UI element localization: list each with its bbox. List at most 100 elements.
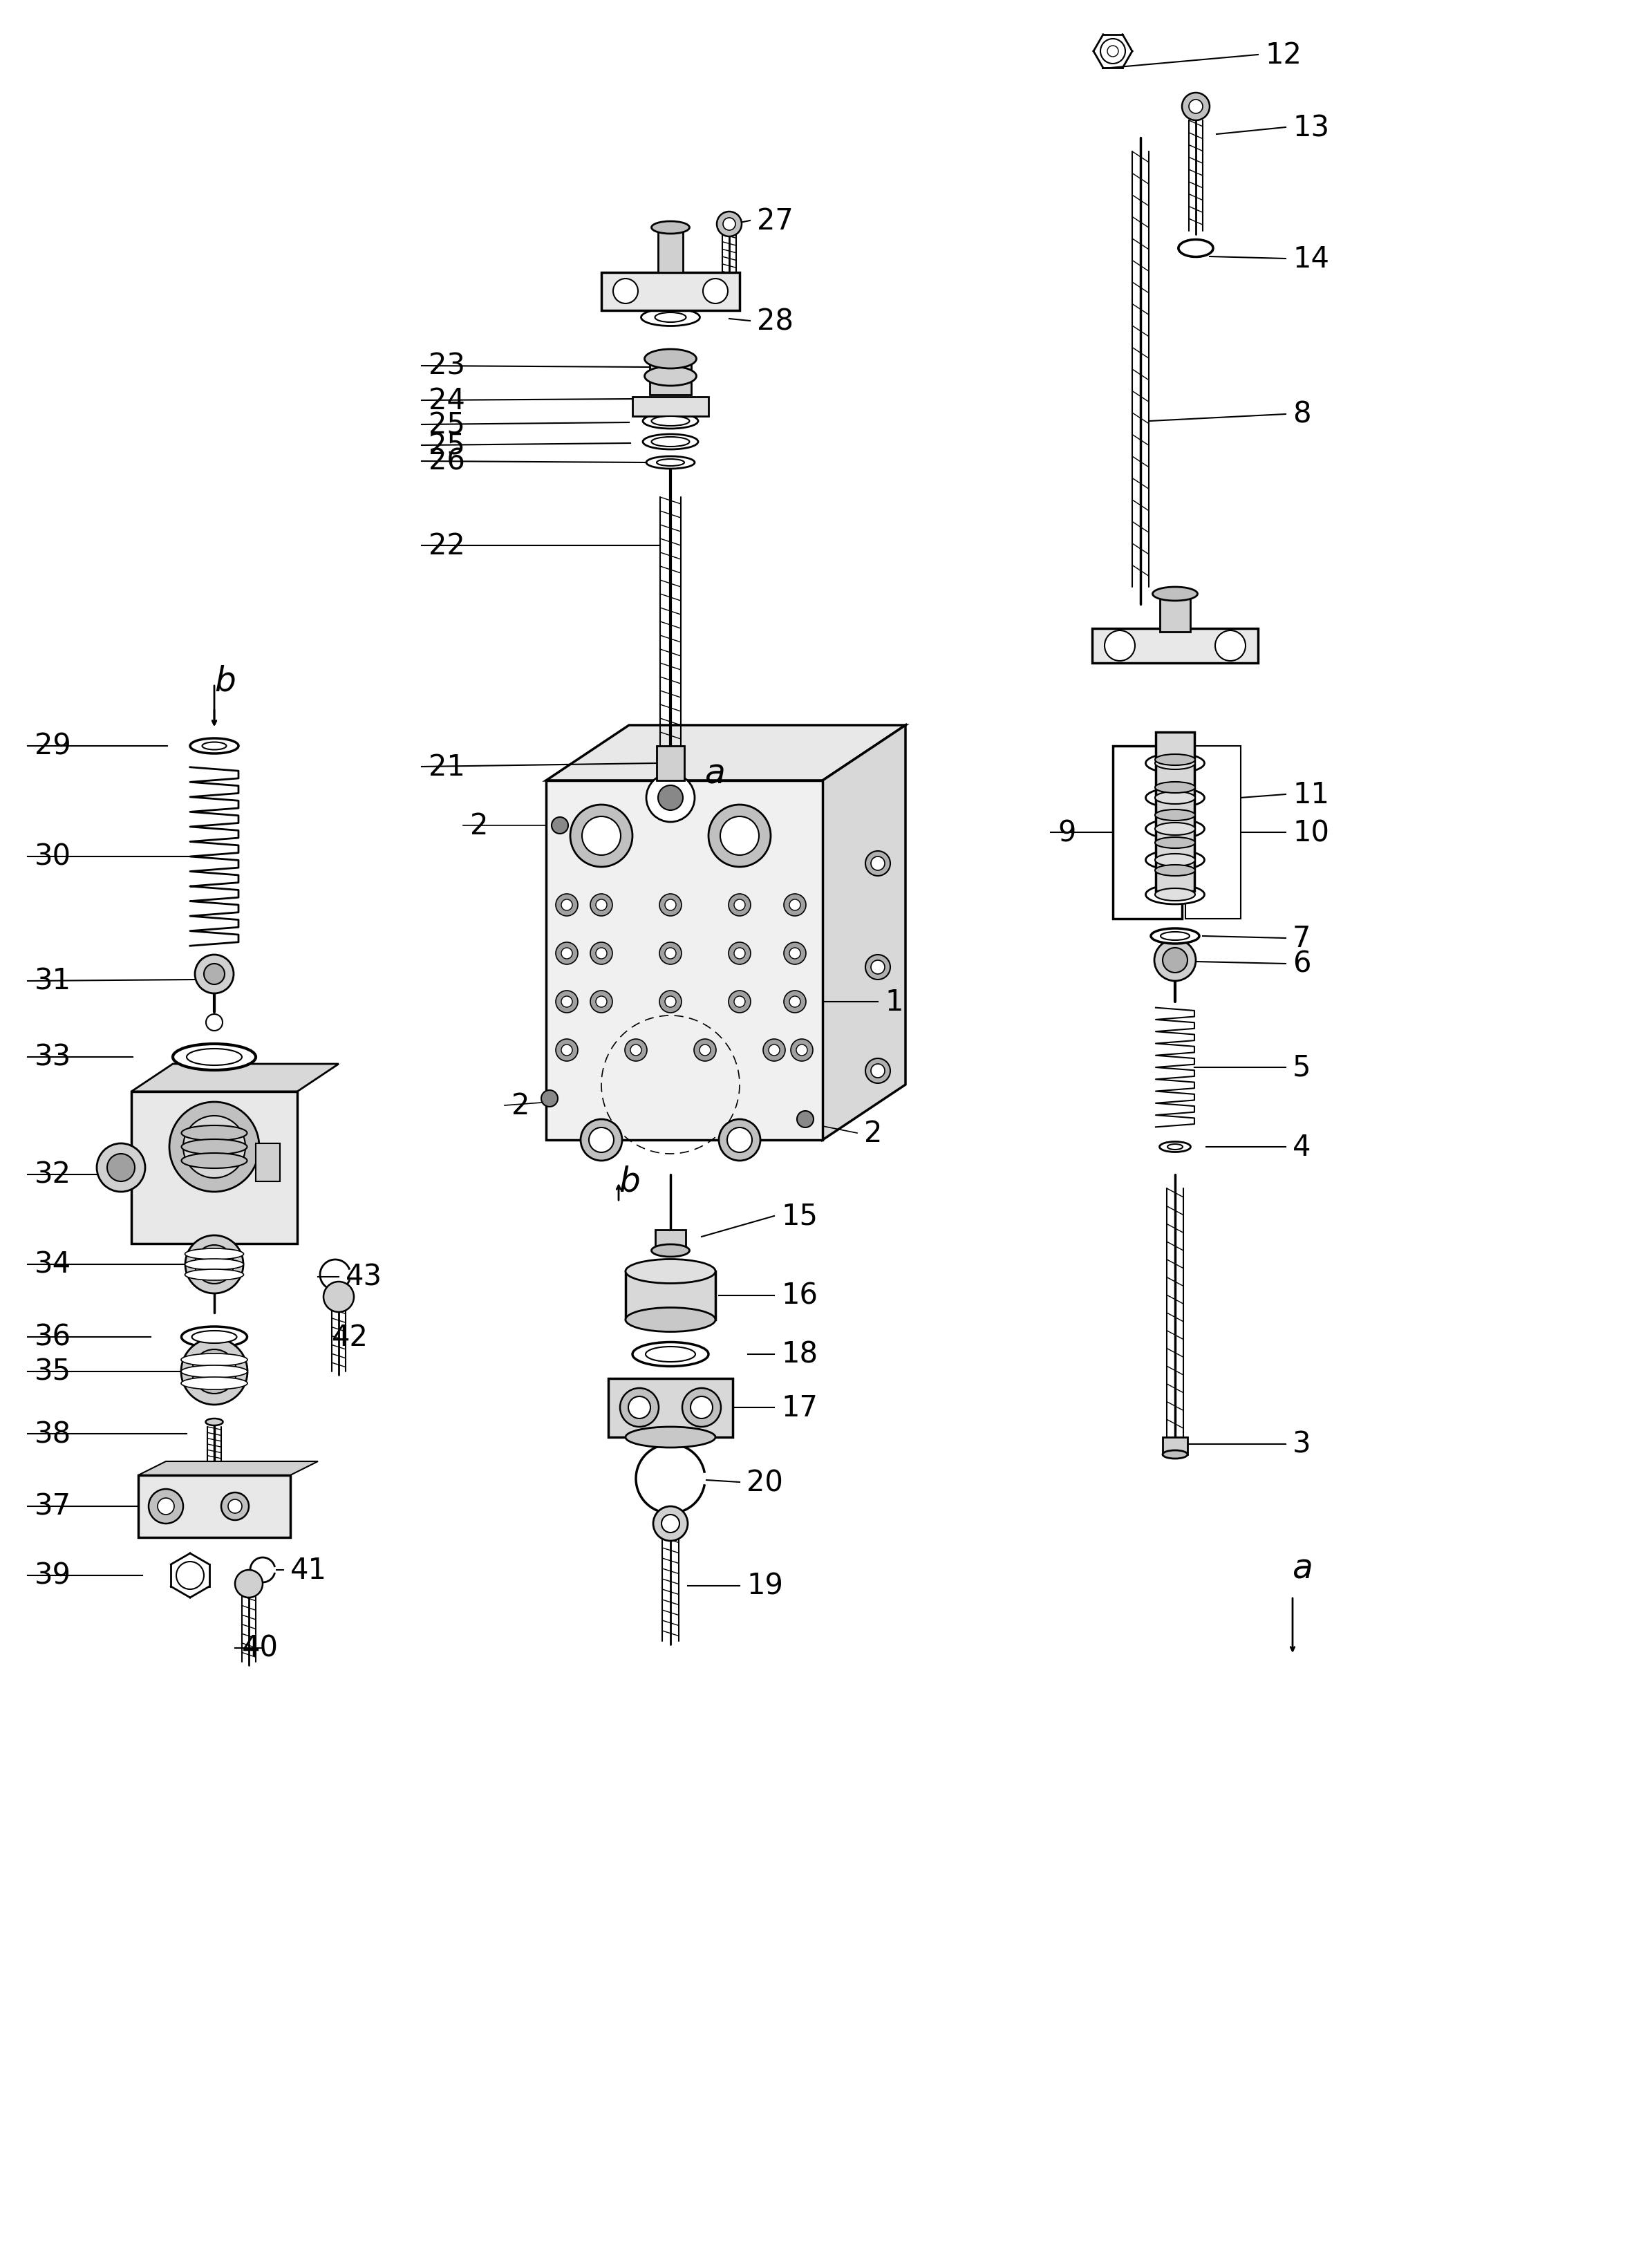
- Circle shape: [783, 943, 806, 964]
- Bar: [256, 1144, 279, 1183]
- Bar: [601, 273, 740, 311]
- Text: 16: 16: [781, 1282, 818, 1311]
- Circle shape: [624, 1040, 648, 1061]
- Text: 2: 2: [471, 810, 489, 840]
- Ellipse shape: [205, 1420, 223, 1426]
- Bar: [547, 781, 823, 1140]
- Circle shape: [206, 1013, 223, 1031]
- Circle shape: [555, 894, 578, 916]
- Circle shape: [324, 1282, 354, 1311]
- Text: 10: 10: [1292, 819, 1330, 846]
- Circle shape: [783, 991, 806, 1013]
- Text: 7: 7: [1292, 923, 1310, 952]
- Circle shape: [590, 943, 613, 964]
- Circle shape: [666, 948, 676, 959]
- Circle shape: [871, 1065, 885, 1079]
- Bar: [1186, 747, 1241, 919]
- Circle shape: [1155, 939, 1196, 982]
- Text: 34: 34: [35, 1250, 71, 1280]
- Circle shape: [733, 901, 745, 912]
- Ellipse shape: [1161, 932, 1189, 941]
- Bar: [1113, 747, 1181, 919]
- Circle shape: [790, 948, 801, 959]
- Text: 31: 31: [35, 966, 71, 995]
- Ellipse shape: [1163, 1451, 1188, 1458]
- Polygon shape: [547, 724, 905, 781]
- Circle shape: [562, 948, 572, 959]
- Circle shape: [555, 1040, 578, 1061]
- Circle shape: [620, 1388, 659, 1426]
- Text: 14: 14: [1292, 244, 1330, 273]
- Ellipse shape: [1146, 754, 1204, 774]
- Text: a: a: [1292, 1553, 1313, 1584]
- Circle shape: [590, 894, 613, 916]
- Ellipse shape: [187, 1050, 241, 1065]
- Text: 39: 39: [35, 1562, 71, 1591]
- Circle shape: [694, 1040, 715, 1061]
- Circle shape: [733, 998, 745, 1007]
- Ellipse shape: [626, 1307, 715, 1332]
- Circle shape: [628, 1397, 651, 1420]
- Circle shape: [192, 1350, 236, 1395]
- Ellipse shape: [182, 1126, 248, 1142]
- Circle shape: [1216, 632, 1246, 661]
- Text: 9: 9: [1057, 819, 1075, 846]
- Circle shape: [790, 901, 801, 912]
- Circle shape: [582, 817, 621, 855]
- Ellipse shape: [182, 1377, 248, 1390]
- Circle shape: [177, 1562, 203, 1589]
- Ellipse shape: [182, 1354, 248, 1365]
- Text: 18: 18: [781, 1341, 818, 1370]
- Circle shape: [1189, 99, 1203, 115]
- Circle shape: [590, 991, 613, 1013]
- Text: 27: 27: [757, 208, 793, 235]
- Bar: [656, 747, 684, 781]
- Circle shape: [1107, 47, 1118, 56]
- Text: 1: 1: [885, 989, 904, 1016]
- Bar: [1160, 594, 1191, 632]
- Circle shape: [570, 806, 633, 867]
- Ellipse shape: [643, 413, 699, 429]
- Ellipse shape: [643, 436, 699, 449]
- Circle shape: [195, 1246, 233, 1284]
- Polygon shape: [139, 1463, 317, 1476]
- Circle shape: [182, 1338, 248, 1404]
- Ellipse shape: [192, 1332, 236, 1343]
- Ellipse shape: [646, 456, 695, 469]
- Text: 29: 29: [35, 731, 71, 761]
- Ellipse shape: [185, 1248, 243, 1259]
- Bar: [626, 1271, 715, 1320]
- Circle shape: [1181, 93, 1209, 122]
- Circle shape: [170, 1101, 259, 1192]
- Circle shape: [871, 858, 885, 871]
- Circle shape: [720, 817, 758, 855]
- Text: 2: 2: [512, 1090, 530, 1119]
- Circle shape: [542, 1090, 558, 1108]
- Bar: [1092, 630, 1259, 664]
- Ellipse shape: [1155, 810, 1194, 822]
- Text: b: b: [215, 664, 236, 697]
- Ellipse shape: [1155, 758, 1194, 770]
- Ellipse shape: [1146, 851, 1204, 869]
- Ellipse shape: [185, 1268, 243, 1280]
- Ellipse shape: [1153, 587, 1198, 600]
- Ellipse shape: [190, 738, 238, 754]
- Circle shape: [562, 998, 572, 1007]
- Bar: [139, 1476, 291, 1537]
- Ellipse shape: [641, 309, 700, 327]
- Text: 19: 19: [747, 1571, 783, 1600]
- Ellipse shape: [182, 1365, 248, 1379]
- Circle shape: [221, 1492, 249, 1521]
- Text: 43: 43: [345, 1262, 382, 1291]
- Text: 24: 24: [428, 386, 466, 415]
- Circle shape: [97, 1144, 145, 1192]
- Text: 38: 38: [35, 1420, 71, 1449]
- Circle shape: [659, 943, 682, 964]
- Circle shape: [866, 851, 890, 876]
- Text: 5: 5: [1292, 1054, 1312, 1081]
- Circle shape: [659, 894, 682, 916]
- Circle shape: [657, 785, 682, 810]
- Circle shape: [157, 1499, 173, 1514]
- Circle shape: [149, 1490, 183, 1523]
- Circle shape: [1100, 38, 1125, 63]
